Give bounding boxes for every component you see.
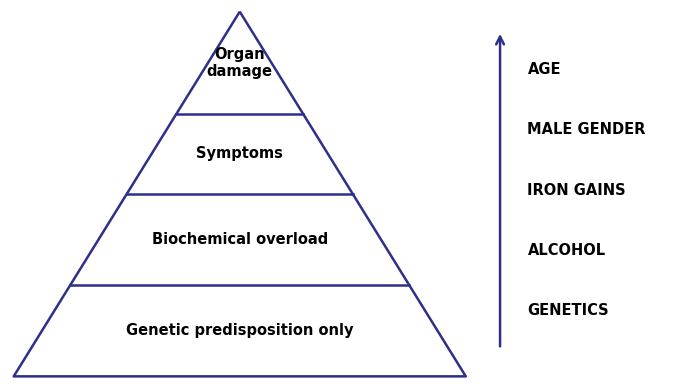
- Text: GENETICS: GENETICS: [527, 303, 609, 318]
- Text: Genetic predisposition only: Genetic predisposition only: [126, 323, 353, 338]
- Text: Organ
damage: Organ damage: [207, 47, 273, 79]
- Text: Symptoms: Symptoms: [197, 146, 283, 161]
- Text: IRON GAINS: IRON GAINS: [527, 183, 626, 197]
- Text: AGE: AGE: [527, 62, 561, 77]
- Text: Biochemical overload: Biochemical overload: [151, 232, 328, 247]
- Text: ALCOHOL: ALCOHOL: [527, 243, 606, 258]
- Text: MALE GENDER: MALE GENDER: [527, 123, 646, 137]
